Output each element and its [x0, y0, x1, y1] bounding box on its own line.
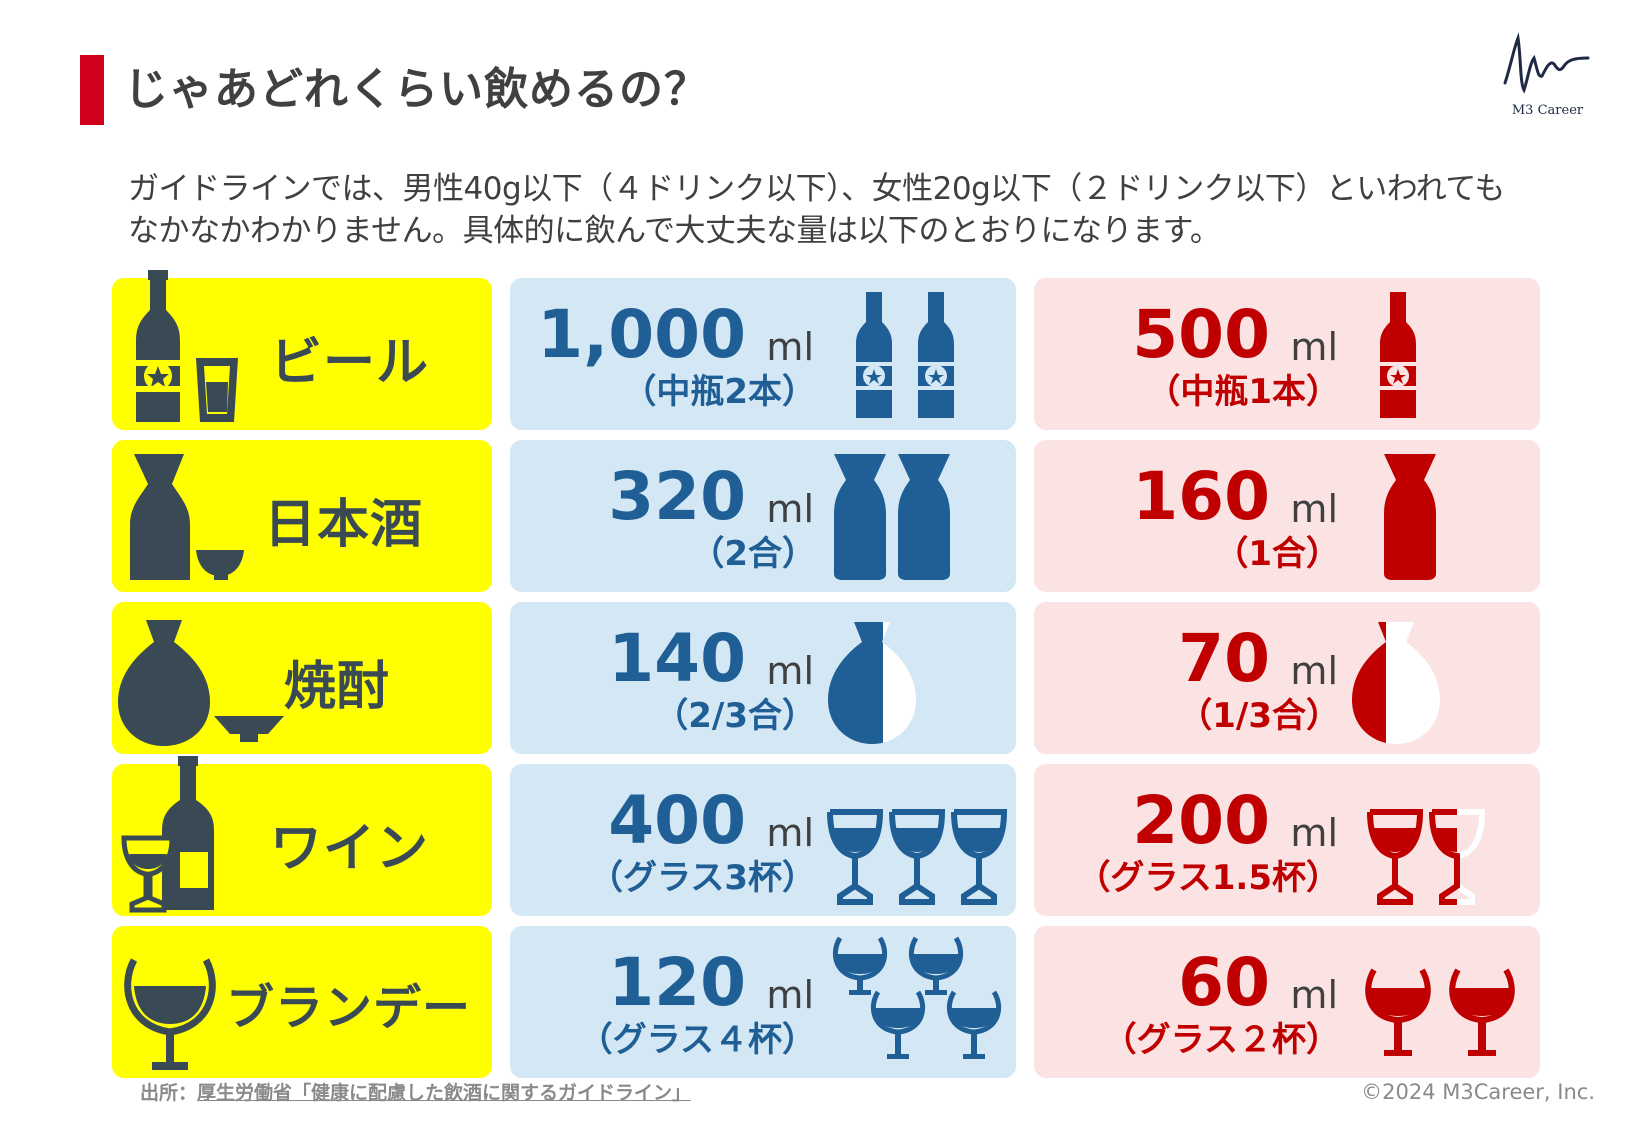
female-amount-card: 160 ml （1合） [1034, 440, 1540, 592]
female-unit: ml [1290, 649, 1338, 693]
male-amount: 120 [608, 944, 746, 1021]
logo-text: M3 Career [1511, 103, 1584, 118]
drink-row-shochu: 焼酎 140 ml （2/3合） 70 ml （1/3合） [112, 602, 1540, 754]
tokkuri-and-cup-icon [130, 454, 244, 580]
female-amount: 70 [1178, 620, 1270, 697]
male-unit: ml [766, 487, 814, 531]
female-amount-card: 60 ml （グラス２杯） [1034, 926, 1540, 1078]
female-amount-card: 500 ml （中瓶1本） [1034, 278, 1540, 430]
copyright-text: ©2024 M3Career, Inc. [1361, 1080, 1595, 1104]
female-amount: 200 [1132, 782, 1270, 859]
source-label: 出所： [140, 1082, 198, 1104]
drink-name: 日本酒 [264, 495, 424, 555]
shochu-bottle-and-cup-icon [118, 620, 284, 746]
male-unit: ml [766, 973, 814, 1017]
male-amount-card: 120 ml （グラス４杯） [510, 926, 1016, 1078]
female-amount: 60 [1178, 944, 1270, 1021]
male-amount: 320 [608, 458, 746, 535]
drink-row-wine: ワイン 400 ml （グラス3杯） 200 ml （グラス1.5杯） [112, 756, 1540, 916]
male-unit: ml [766, 649, 814, 693]
brandy-glass-icon [124, 958, 216, 1070]
male-portion: （グラス４杯） [578, 1020, 816, 1060]
shochu-flask-icon [1352, 622, 1440, 744]
m3-career-logo-icon [1503, 32, 1590, 94]
drink-card: 日本酒 [112, 440, 492, 592]
female-portion: （1合） [1214, 534, 1340, 574]
female-amount-card: 70 ml （1/3合） [1034, 602, 1540, 754]
shochu-flask-icon [828, 622, 916, 744]
drink-row-sake: 日本酒 320 ml （2合） 160 ml （1合） [112, 440, 1540, 592]
male-portion: （2/3合） [654, 696, 816, 736]
male-amount: 140 [608, 620, 746, 697]
female-unit: ml [1290, 811, 1338, 855]
female-portion: （グラス２杯） [1102, 1020, 1340, 1060]
male-unit: ml [766, 811, 814, 855]
male-amount: 400 [608, 782, 746, 859]
tokkuri-icon [1384, 454, 1436, 580]
brandy-glass-icon [1365, 968, 1515, 1056]
drink-card: ブランデー [112, 926, 492, 1078]
male-unit: ml [766, 325, 814, 369]
page-title: じゃあどれくらい飲めるの？ [124, 64, 709, 115]
intro-text: ガイドラインでは、男性40g以下（４ドリンク以下）、女性20g以下（２ドリンク以… [128, 171, 1505, 249]
beer-bottle-icon [1380, 292, 1416, 418]
source-citation: 出所：厚生労働省「健康に配慮した飲酒に関するガイドライン」 [140, 1078, 691, 1105]
female-portion: （中瓶1本） [1146, 372, 1340, 412]
brandy-glass-icon [832, 936, 1002, 1059]
title-accent-bar [80, 55, 104, 125]
male-portion: （2合） [690, 534, 816, 574]
wine-bottle-and-glass-icon [121, 756, 214, 913]
male-portion: （中瓶2本） [622, 372, 816, 412]
drink-card: ビール [112, 270, 492, 430]
drink-name: 焼酎 [284, 657, 391, 717]
source-link[interactable]: 厚生労働省「健康に配慮した飲酒に関するガイドライン」 [197, 1082, 692, 1104]
female-amount-card: 200 ml （グラス1.5杯） [1034, 764, 1540, 916]
male-amount-card: 1,000 ml （中瓶2本） [510, 278, 1016, 430]
beer-bottle-and-glass-icon [136, 270, 238, 422]
female-unit: ml [1290, 487, 1338, 531]
male-portion: （グラス3杯） [589, 858, 816, 898]
male-amount-card: 140 ml （2/3合） [510, 602, 1016, 754]
female-amount: 160 [1132, 458, 1270, 535]
beer-bottle-icon [856, 292, 954, 418]
drink-row-brandy: ブランデー 120 ml （グラス４杯） 60 [112, 926, 1540, 1078]
drink-name: ブランデー [226, 980, 472, 1036]
drink-name: ワイン [270, 819, 430, 879]
female-portion: （グラス1.5杯） [1076, 858, 1340, 898]
female-unit: ml [1290, 325, 1338, 369]
tokkuri-icon [834, 454, 950, 580]
female-portion: （1/3合） [1178, 696, 1340, 736]
male-amount-card: 320 ml （2合） [510, 440, 1016, 592]
wine-glass-icon [1367, 809, 1486, 905]
drink-row-beer: ビール 1,000 ml （中瓶2本） 500 ml （中瓶1本） [112, 270, 1540, 430]
female-unit: ml [1290, 973, 1338, 1017]
male-amount: 1,000 [537, 296, 746, 373]
drink-card: 焼酎 [112, 602, 492, 754]
wine-glass-icon [827, 809, 1008, 905]
male-amount-card: 400 ml （グラス3杯） [510, 764, 1016, 916]
drink-name: ビール [270, 333, 430, 393]
drink-card: ワイン [112, 756, 492, 916]
female-amount: 500 [1132, 296, 1270, 373]
